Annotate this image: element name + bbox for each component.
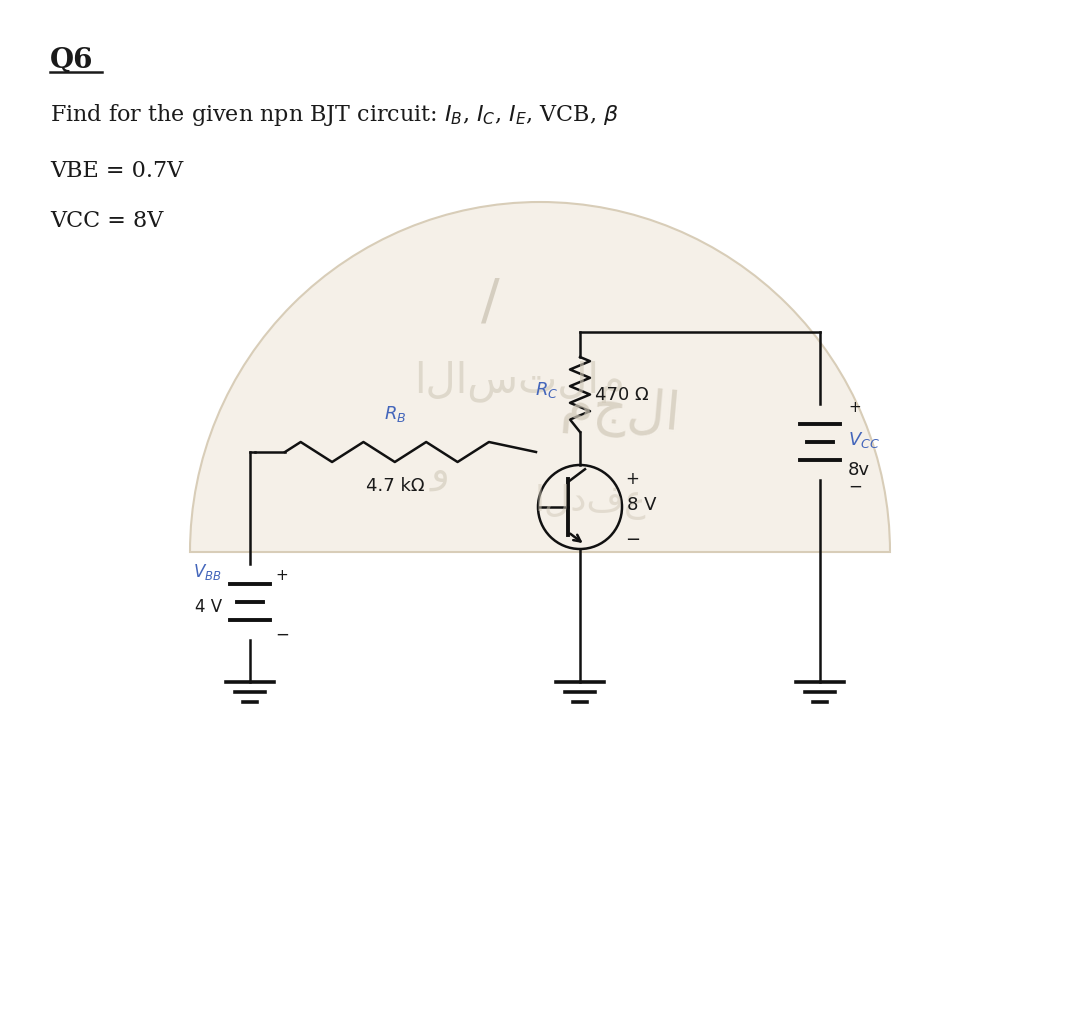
Text: VCC = 8V: VCC = 8V [50,209,163,232]
Text: $V_{CC}$: $V_{CC}$ [848,430,880,450]
Text: 4.7 kΩ: 4.7 kΩ [366,477,424,495]
Text: 470 Ω: 470 Ω [595,386,649,404]
Text: +: + [625,470,639,488]
Text: $R_C$: $R_C$ [535,380,558,399]
Text: +: + [275,568,287,583]
Wedge shape [190,202,890,552]
Text: VBE = 0.7V: VBE = 0.7V [50,160,184,182]
Text: Find for the given npn BJT circuit: $I_B$, $I_C$, $I_E$, VCB, $\beta$: Find for the given npn BJT circuit: $I_B… [50,102,619,128]
Text: 4 V: 4 V [194,598,222,616]
Text: /: / [481,275,499,329]
Text: 8v: 8v [848,461,870,479]
Text: $R_B$: $R_B$ [384,404,407,424]
Text: Q6: Q6 [50,47,94,74]
Text: $V_{BB}$: $V_{BB}$ [193,562,222,582]
Text: الدفع: الدفع [535,484,646,520]
Text: −: − [275,626,288,644]
Text: −: − [625,531,640,549]
Text: 8 V: 8 V [627,496,657,514]
Text: +: + [848,400,861,415]
Text: −: − [848,478,862,496]
Text: الاستلام: الاستلام [415,361,625,404]
Text: مجلا: مجلا [558,381,681,444]
Text: و: و [431,453,449,491]
